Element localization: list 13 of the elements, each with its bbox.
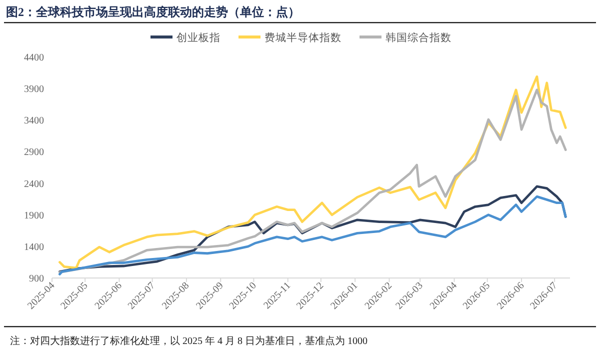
y-tick-label: 900	[29, 274, 44, 284]
y-tick-label: 1900	[24, 210, 44, 222]
y-tick-label: 4400	[24, 52, 44, 64]
text: 注：对四大指数进行了标准化处理，以 2025 年 4 月 8 日为基准日，基准点为 1000	[10, 335, 368, 347]
y-tick-label: 1400	[24, 242, 44, 253]
y-tick-label: 2400	[24, 178, 44, 190]
chart-title: 图2：全球科技市场呈现出高度联动的走势（单位：点）	[6, 5, 300, 19]
legend-label: 韩国综合指数	[386, 31, 452, 44]
legend-label: 创业板指	[176, 31, 220, 44]
y-tick-label: 3400	[24, 116, 44, 127]
y-tick-label: 2900	[24, 147, 44, 158]
legend-label: 费城半导体指数	[264, 31, 342, 44]
y-tick-label: 3900	[24, 84, 44, 96]
